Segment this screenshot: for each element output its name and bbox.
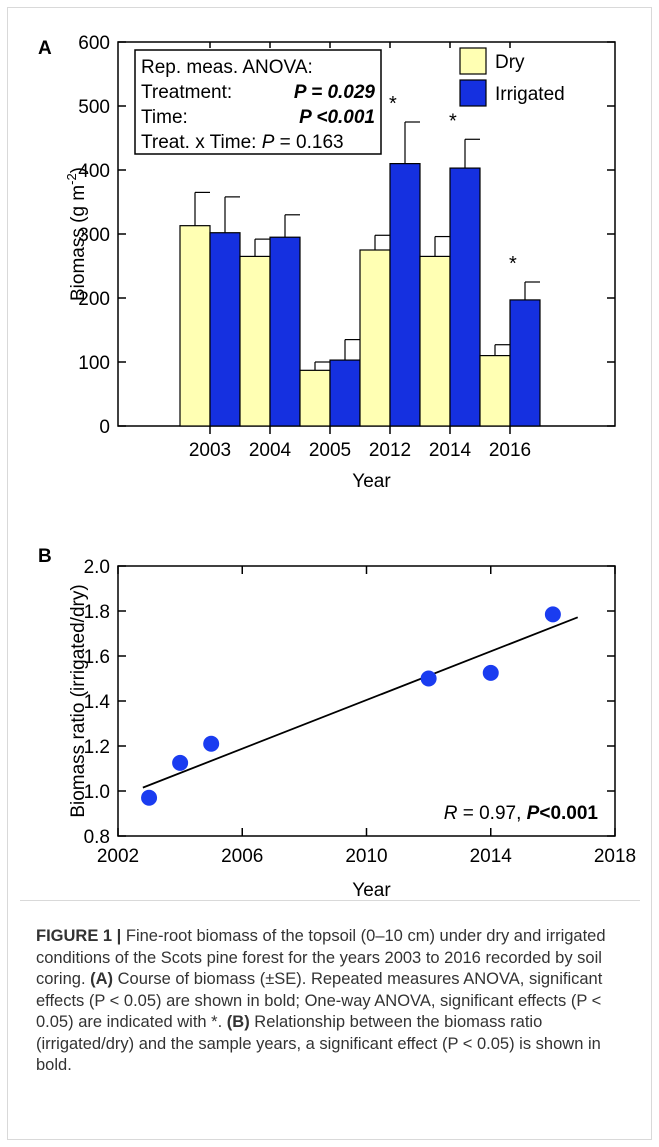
figure-frame	[7, 7, 652, 1140]
bar-irrigated-2012	[389, 163, 421, 427]
caption-text-3: Relationship between the biomass ratio (…	[36, 1013, 601, 1074]
data-point-2005	[203, 735, 220, 752]
data-point-2016	[544, 606, 561, 623]
y-tick-label-a: 100	[78, 353, 110, 374]
stats-annotation-b: R = 0.97, P<0.001	[444, 803, 599, 824]
y-tick-label-b: 1.6	[84, 647, 110, 668]
x-axis-label-a: Year	[352, 471, 391, 492]
bar-irrigated-2005	[329, 359, 361, 427]
stats-line-header: Rep. meas. ANOVA:	[141, 57, 313, 78]
plot-frame-b	[117, 565, 616, 837]
figure-caption: FIGURE 1 | Fine-root biomass of the tops…	[36, 926, 636, 1077]
data-point-2012	[420, 670, 437, 687]
y-tick-label-a: 400	[78, 161, 110, 182]
stats-treatment-value: P = 0.029	[294, 82, 376, 103]
bar-irrigated-2016	[509, 299, 541, 427]
y-axis-label-b: Biomass ratio (irrigated/dry)	[68, 584, 89, 817]
y-tick-label-b: 1.2	[84, 737, 110, 758]
bar-dry-2004	[239, 255, 271, 427]
stats-treatment-label: Treatment:	[141, 82, 232, 103]
y-tick-label-b: 1.0	[84, 782, 110, 803]
x-tick-label-a: 2012	[369, 440, 411, 461]
x-tick-label-a: 2005	[309, 440, 351, 461]
annotation-p-value: <0.001	[539, 803, 598, 824]
data-point-2003	[141, 789, 158, 806]
legend-swatch-dry	[459, 47, 487, 75]
x-tick-label-a: 2004	[249, 440, 292, 461]
y-tick-label-b: 2.0	[84, 557, 110, 578]
panel-label-a: A	[38, 38, 52, 59]
stats-time-value: P <0.001	[299, 107, 375, 128]
x-tick-label-a: 2003	[189, 440, 231, 461]
y-tick-label-b: 1.8	[84, 602, 110, 623]
panel-label-b: B	[38, 546, 52, 567]
y-tick-label-b: 1.4	[84, 692, 111, 713]
x-tick-label-a: 2016	[489, 440, 531, 461]
x-tick-label-b: 2014	[470, 846, 513, 867]
y-axis-label-a-sup: -2	[64, 173, 79, 185]
x-tick-label-b: 2002	[97, 846, 139, 867]
y-tick-label-a: 300	[78, 225, 110, 246]
bar-dry-2016	[479, 355, 511, 427]
stats-interaction-p: P	[262, 132, 275, 153]
x-axis-label-b: Year	[352, 880, 391, 900]
stats-interaction-label: Treat. x Time: P = 0.163	[141, 132, 344, 153]
bar-irrigated-2014	[449, 167, 481, 427]
annotation-r-value: = 0.97,	[457, 803, 526, 824]
annotation-r: R	[444, 803, 458, 824]
y-tick-label-b: 0.8	[84, 827, 110, 848]
data-point-2014	[482, 664, 499, 681]
caption-text-1: Fine-root biomass of the topsoil (0–10 c…	[36, 927, 606, 988]
trend-line	[142, 616, 579, 789]
stats-time-label: Time:	[141, 107, 188, 128]
significance-star: *	[509, 253, 517, 275]
caption-text-2: Course of biomass (±SE). Repeated measur…	[36, 970, 603, 1031]
legend-label-irrigated: Irrigated	[495, 84, 565, 105]
x-tick-label-a: 2014	[429, 440, 472, 461]
y-tick-label-a: 600	[78, 33, 110, 54]
y-tick-label-a: 200	[78, 289, 110, 310]
y-axis-label-a: Biomass (g m-2)	[64, 167, 89, 301]
x-tick-label-b: 2006	[221, 846, 263, 867]
y-axis-label-a-end: )	[68, 167, 89, 173]
caption-divider	[20, 900, 640, 901]
significance-star: *	[449, 110, 457, 132]
bar-irrigated-2003	[209, 232, 241, 427]
data-point-2004	[172, 754, 189, 771]
bar-irrigated-2004	[269, 236, 301, 427]
stats-box	[134, 49, 382, 155]
caption-panel-a: (A)	[90, 970, 114, 988]
caption-label: FIGURE 1 |	[36, 927, 122, 945]
bar-dry-2003	[179, 225, 211, 427]
significance-star: *	[389, 93, 397, 115]
bar-dry-2014	[419, 255, 451, 427]
y-tick-label-a: 500	[78, 97, 110, 118]
bar-dry-2012	[359, 249, 391, 427]
y-tick-label-a: 0	[99, 417, 110, 438]
legend-swatch-irrigated	[459, 79, 487, 107]
y-axis-label-a-main: Biomass (g m	[68, 185, 89, 301]
legend-label-dry: Dry	[495, 52, 525, 73]
figure-canvas: A B 0 100 200 300 400 500 600 2003 2004 2005 2012 * 20…	[38, 33, 636, 900]
caption-panel-b: (B)	[226, 1013, 250, 1031]
bar-dry-2005	[299, 369, 331, 427]
stats-interaction-value: = 0.163	[274, 132, 343, 153]
annotation-p: P	[527, 803, 540, 824]
x-tick-label-b: 2010	[345, 846, 387, 867]
x-tick-label-b: 2018	[594, 846, 636, 867]
